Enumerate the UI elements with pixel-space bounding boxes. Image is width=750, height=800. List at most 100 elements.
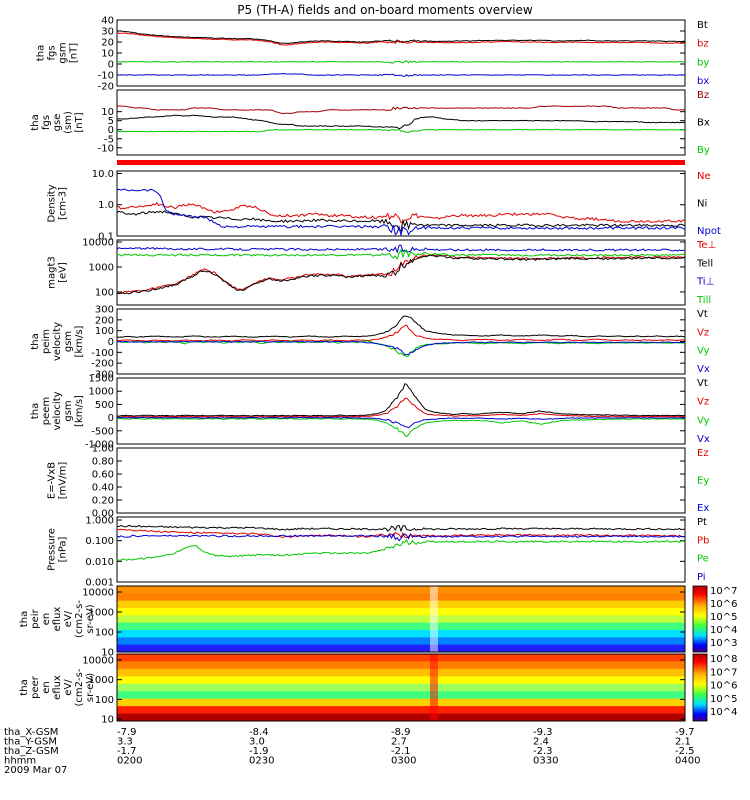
y-tick-label: 10.0 — [92, 169, 114, 180]
y-axis-label-line: en — [41, 613, 52, 626]
heatmap-band — [117, 622, 685, 631]
series-peem_velocity-1 — [116, 397, 686, 418]
y-axis-label-line: velocity — [52, 391, 63, 430]
series-fgs-1 — [116, 32, 686, 46]
y-axis-label-line: (cm2-s- — [74, 668, 85, 706]
y-axis-label-line: (sm) — [63, 111, 74, 134]
y-tick-label: 0.010 — [85, 557, 114, 568]
x-tick-label: 0230 — [249, 756, 274, 767]
y-tick-label: 1.00 — [92, 444, 114, 455]
y-tick-label: -10 — [98, 143, 114, 154]
y-tick-label: 1000 — [89, 608, 114, 619]
y-axis-label: Pressure[nPa] — [47, 528, 69, 571]
y-axis-label-line: magt3 — [47, 256, 58, 289]
panel-frame — [116, 653, 686, 722]
series-temperature-2 — [116, 244, 686, 254]
y-tick-label: 0.001 — [85, 578, 114, 589]
y-tick-label: -100 — [91, 348, 114, 359]
chart-title: P5 (TH-A) fields and on-board moments ov… — [237, 3, 533, 17]
y-axis-label-line: gsm — [63, 331, 74, 352]
heatmap-band — [117, 691, 685, 700]
x-tick-label: 3.3 — [117, 737, 133, 748]
colorbar-tick: 10^6 — [710, 599, 737, 610]
x-row-label: tha_Z-GSM — [4, 746, 59, 757]
y-tick-label: 30 — [101, 27, 114, 38]
legend-peim_velocity-1: Vz — [697, 327, 709, 338]
y-tick-label: 10000 — [82, 655, 114, 666]
panel-frame — [116, 19, 686, 87]
legend-temperature-3: Till — [696, 295, 711, 306]
y-axis-label-line: Density — [47, 184, 58, 222]
y-tick-label: 1.0 — [98, 200, 114, 211]
colorbar — [692, 653, 708, 722]
y-axis-label-line: eflux — [52, 675, 63, 700]
panel-frame — [116, 447, 686, 514]
legend-peim_velocity-0: Vt — [697, 309, 708, 320]
y-tick-label: 10 — [101, 49, 114, 60]
x-tick-label: 3.0 — [249, 737, 265, 748]
x-tick-label: 0200 — [117, 756, 142, 767]
series-peem_velocity-0 — [117, 383, 686, 417]
y-axis-label-line: eflux — [52, 607, 63, 632]
series-peim_velocity-2 — [116, 340, 686, 358]
y-tick-label: 100 — [95, 628, 114, 639]
y-tick-label: 5 — [108, 116, 114, 127]
colorbar-tick: 10^7 — [710, 586, 737, 597]
heatmap-band — [117, 654, 685, 662]
series-fgs_gse-1 — [116, 114, 686, 130]
y-tick-label: -10 — [98, 71, 114, 82]
x-tick-label: -7.9 — [117, 727, 137, 738]
y-tick-label: 1.000 — [85, 516, 114, 527]
legend-temperature-2: Ti⊥ — [696, 277, 714, 288]
y-axis-label-line: gsm — [58, 42, 69, 63]
legend-peem_velocity-0: Vt — [697, 378, 708, 389]
y-axis-label: thapeerenefluxeV/(cm2-s-sr-eV) — [19, 668, 96, 706]
series-fgs_gse-0 — [117, 105, 686, 115]
y-tick-label: -1000 — [85, 440, 114, 451]
y-axis-label-line: velocity — [52, 322, 63, 361]
series-temperature-0 — [116, 253, 686, 295]
colorbar-tick: 10^4 — [710, 707, 737, 718]
series-temperature-1 — [116, 254, 686, 295]
quality-bar — [117, 160, 685, 165]
y-tick-label: 0 — [108, 125, 114, 136]
x-tick-label: 2.7 — [391, 737, 407, 748]
legend-pressure-3: Pi — [697, 572, 706, 583]
x-row-label: tha_Y-GSM — [4, 737, 57, 748]
y-tick-label: -5 — [104, 134, 114, 145]
y-tick-label: 0 — [108, 337, 114, 348]
y-axis-label-line: tha — [19, 679, 30, 695]
panel-frame — [116, 239, 686, 306]
panel-density: 10.0 1.0 0.1 Density[cm-3] Ne Ni Npot — [47, 169, 721, 243]
x-tick-label: 2.4 — [533, 737, 549, 748]
y-axis-label-line: [cm-3] — [58, 187, 69, 220]
y-axis-label: thapeirenefluxeV/(cm2-s-sr-eV) — [19, 600, 96, 638]
y-tick-label: -20 — [98, 82, 114, 93]
y-axis-label-line: sr-eV) — [85, 673, 96, 702]
y-axis-label-line: tha — [30, 114, 41, 130]
y-axis-label-line: [nT] — [74, 112, 85, 132]
panels: 403020100-10-20thafgsgsm[nT]Btbzbybx1050… — [19, 16, 737, 726]
heatmap-event — [430, 654, 438, 721]
x-tick-label: 0300 — [391, 756, 416, 767]
y-tick-label: 0 — [108, 413, 114, 424]
series-fgs-0 — [116, 30, 685, 44]
colorbar-tick: 10^8 — [710, 654, 737, 665]
y-tick-label: 100 — [95, 326, 114, 337]
series-density-1 — [116, 210, 686, 232]
x-tick-label: 2.1 — [675, 737, 691, 748]
panel-pressure: 1.000 0.100 0.010 0.001 Pressure[nPa] Pt Pb Pe P… — [47, 516, 710, 589]
x-tick-label: -8.9 — [391, 727, 411, 738]
series-fgs-2 — [116, 60, 686, 64]
colorbar-tick: 10^4 — [710, 625, 737, 636]
x-tick-label: -1.7 — [117, 746, 137, 757]
panel-frame — [116, 585, 686, 653]
x-row-label: hhmm — [4, 756, 36, 767]
legend-peem_velocity-2: Vy — [697, 415, 710, 426]
y-tick-label: 0.80 — [92, 457, 114, 468]
heatmap-event — [430, 586, 438, 652]
x-axis-labels: tha_X-GSM -7.9 -8.4 -8.9 -9.3 -9.7 tha_Y-GSM 3.… — [4, 727, 700, 776]
